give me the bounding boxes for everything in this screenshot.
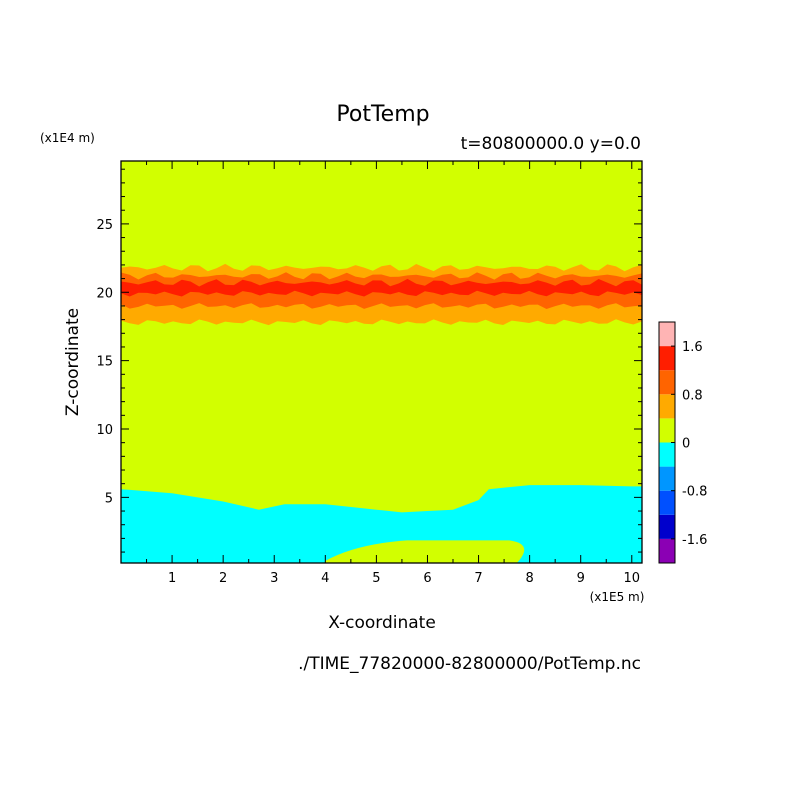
x-tick-label: 7 [474,571,482,586]
y-tick-label: 25 [96,218,113,233]
colorbar-swatch [659,370,675,395]
x-axis-units: (x1E5 m) [590,590,645,604]
footer-filename: ./TIME_77820000-82800000/PotTemp.nc [298,654,641,674]
colorbar-swatch [659,418,675,443]
x-tick-label: 5 [372,571,380,586]
colorbar-label: 1.6 [682,340,703,355]
x-axis-label: X-coordinate [328,613,436,633]
colorbar-swatch [659,394,675,419]
colorbar-swatch [659,490,675,515]
chart-title: PotTemp [336,102,429,127]
y-tick-label: 20 [96,286,113,301]
colorbar-swatch [659,442,675,467]
plot-area: 1 2 3 4 5 6 7 8 9 10 5 10 15 20 25 [96,160,643,586]
colorbar-label: 0 [682,437,690,452]
x-tick-label: 4 [321,571,329,586]
y-axis-label: Z-coordinate [63,308,83,416]
region-warm-band-core [121,278,642,297]
colorbar-swatch [659,322,675,347]
plot-frame [120,160,643,564]
colorbar-label: 0.8 [682,388,703,403]
colorbar-label: -1.6 [682,533,707,548]
x-tick-label: 2 [219,571,227,586]
x-tick-label: 10 [624,571,641,586]
x-tick-label: 1 [168,571,176,586]
y-tick-label: 5 [105,491,113,506]
chart-subtitle: t=80800000.0 y=0.0 [461,134,641,154]
y-tick-label: 10 [96,423,113,438]
colorbar: 1.6 0.8 0 -0.8 -1.6 [658,321,707,564]
x-tick-label: 6 [423,571,431,586]
y-axis-units: (x1E4 m) [40,131,95,145]
colorbar-swatch [659,538,675,563]
x-tick-label: 8 [525,571,533,586]
x-tick-label: 3 [270,571,278,586]
colorbar-swatch [659,514,675,539]
colorbar-swatch [659,346,675,371]
y-tick-label: 15 [96,355,113,370]
x-tick-label: 9 [577,571,585,586]
colorbar-label: -0.8 [682,485,707,500]
region-bottom-warm-patch [325,540,525,563]
colorbar-swatch [659,466,675,491]
